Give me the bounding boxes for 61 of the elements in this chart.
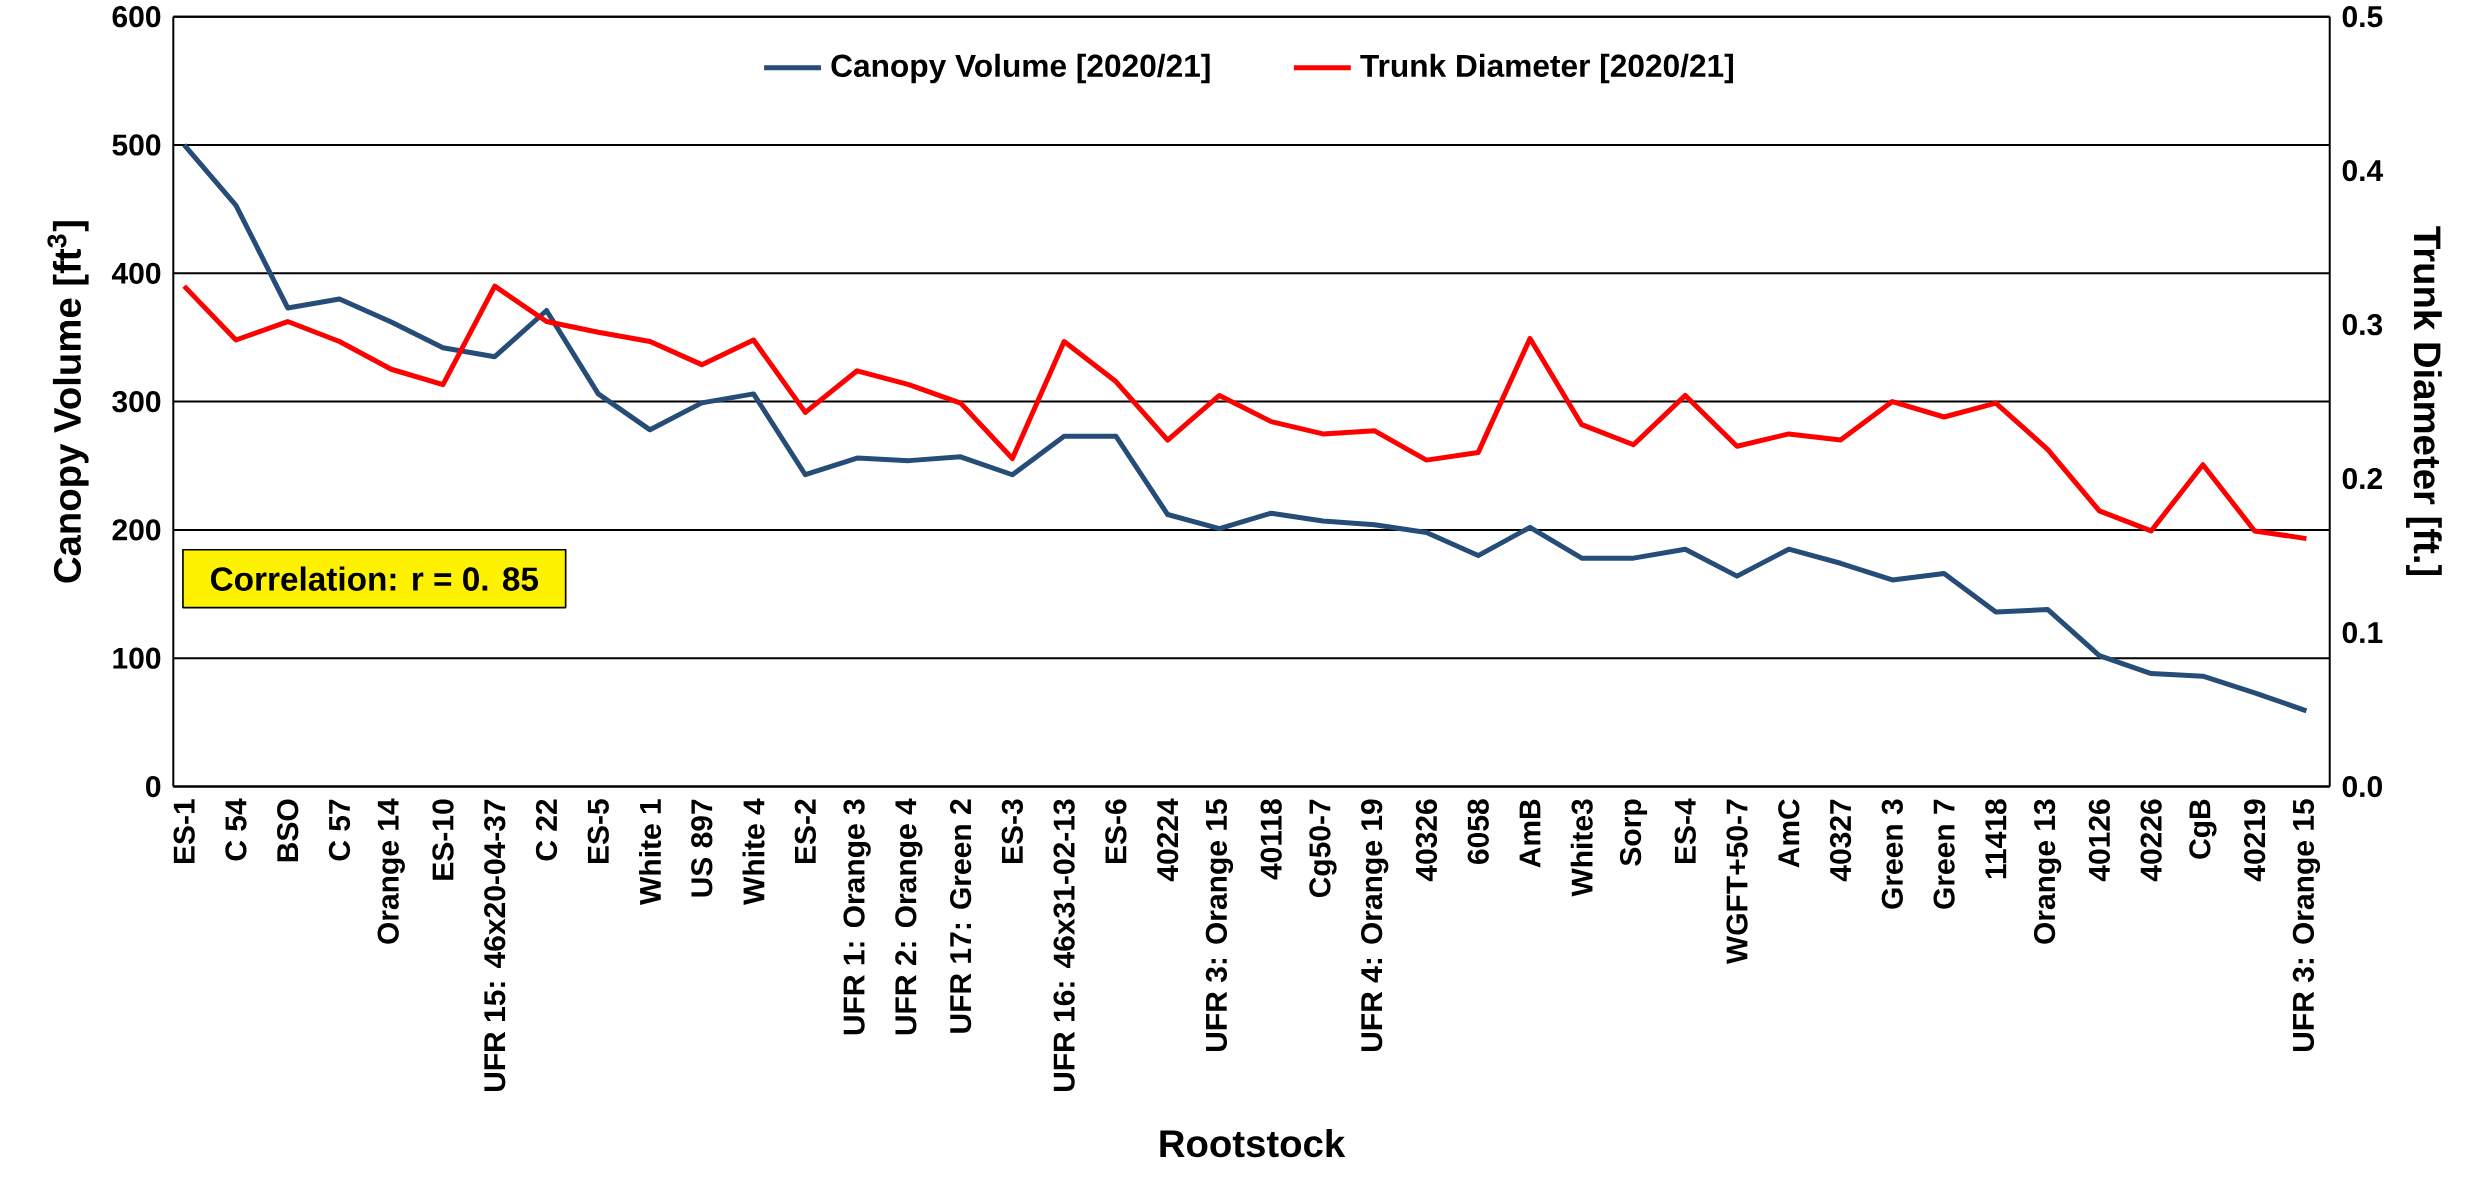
x-tick-label: 40226	[2140, 799, 2162, 882]
x-tick-label: ES-1	[173, 799, 195, 863]
x-tick-label: ES-3	[1001, 799, 1023, 863]
x-tick-label: UFR 4: Orange 19	[1361, 799, 1389, 1051]
x-tick-label: UFR 15: 46x20-04-37	[484, 799, 506, 1092]
y-tick-label: 200	[112, 519, 161, 541]
y-tick-label: 600	[112, 5, 161, 28]
x-tick-label: ES-5	[587, 799, 609, 863]
x-tick-label: AmB	[1519, 799, 1541, 868]
y2-tick-label: 0.5	[2342, 5, 2383, 28]
x-tick-label: C 57	[328, 799, 351, 861]
x-tick-label: BSO	[277, 799, 299, 862]
x-tick-label: Green 7	[1933, 799, 1955, 909]
y-tick-label: 400	[111, 262, 161, 284]
y2-tick-label: 0.3	[2342, 313, 2383, 336]
x-tick-label: CgB	[2189, 799, 2217, 859]
x-tick-label: AmC	[1778, 799, 1800, 868]
x-tick-label: C 54	[225, 798, 247, 861]
y2-axis-title: Trunk Diameter [ft.]	[2406, 226, 2442, 576]
x-tick-label: UFR 17: Green 2	[949, 799, 972, 1033]
x-tick-label: UFR 1: Orange 3	[843, 799, 871, 1035]
x-tick-label: 40224	[1157, 798, 1179, 882]
x-tick-label: Cg50-7	[1309, 799, 1337, 898]
x-tick-label: UFR 16: 46x31-02-13	[1053, 799, 1075, 1092]
annotation: Correlation: r = 0. 85	[210, 566, 539, 591]
x-tick-label: UFR 3: Orange 15	[1205, 799, 1234, 1051]
y-tick-label: 500	[112, 134, 161, 156]
legend-label: Canopy Volume [2020/21]	[831, 53, 1210, 84]
x-tick-label: Orange 13	[2033, 799, 2062, 944]
x-tick-label: 40326	[1415, 799, 1438, 882]
x-tick-label: ES-4	[1674, 798, 1696, 863]
y-tick-label: 100	[113, 647, 161, 669]
y2-tick-label: 0.0	[2342, 775, 2382, 798]
x-tick-label: White 1	[639, 799, 662, 905]
x-tick-label: 40219	[2244, 799, 2266, 882]
x-tick-label: 40327	[1829, 799, 1852, 882]
x-tick-label: White 4	[742, 798, 765, 905]
x-tick-label: WGFT+50-7	[1726, 799, 1748, 965]
y-tick-label: 0	[146, 775, 161, 798]
x-tick-label: C 22	[535, 799, 558, 861]
x-tick-label: ES-2	[794, 799, 816, 863]
y2-tick-label: 0.4	[2342, 159, 2384, 182]
y2-tick-label: 0.1	[2342, 621, 2383, 644]
x-tick-label: ES-6	[1105, 799, 1127, 863]
x-tick-label: US 897	[691, 799, 713, 897]
y-tick-label: 300	[112, 390, 161, 413]
y2-tick-label: 0.2	[2342, 467, 2382, 490]
x-tick-label: Sorp	[1619, 799, 1648, 866]
y-axis-title: Canopy Volume [ft$^{3}$]	[47, 221, 89, 583]
x-tick-label: White3	[1570, 799, 1593, 897]
x-tick-label: Orange 14	[377, 798, 405, 944]
x-tick-label: UFR 3: Orange 15	[2292, 799, 2321, 1051]
x-tick-label: Green 3	[1881, 799, 1903, 909]
x-tick-label: UFR 2: Orange 4	[895, 798, 923, 1035]
legend-label: Trunk Diameter [2020/21]	[1360, 53, 1733, 84]
x-tick-label: 40118	[1260, 799, 1282, 880]
x-axis-title: Rootstock	[1160, 1129, 1346, 1158]
x-tick-label: ES-10	[432, 799, 454, 880]
x-tick-label: 6058	[1467, 799, 1489, 864]
x-tick-label: 40126	[2088, 799, 2111, 882]
x-tick-label: 11418	[1985, 799, 2007, 879]
